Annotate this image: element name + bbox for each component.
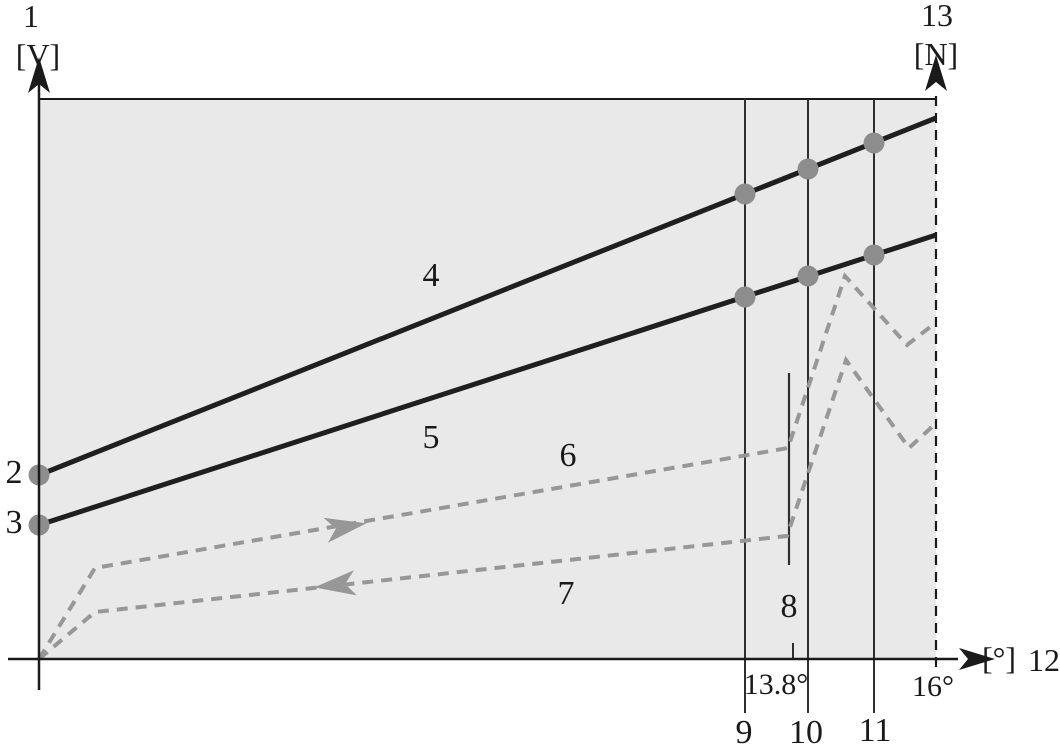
n-axis-arrow-icon (925, 55, 947, 91)
upper-line-ref-label: 4 (422, 257, 440, 294)
line-4-upper-solid (38, 115, 937, 478)
v-axis-unit-label: [V] (15, 37, 61, 73)
n-axis-ref-label: 13 (921, 0, 953, 33)
vline3-ref-label: 11 (858, 712, 892, 749)
n-axis-unit-label: [N] (913, 36, 959, 72)
vline2-ref-label: 10 (789, 714, 823, 749)
x-axis-ref-label: 12 (1028, 642, 1060, 678)
v-axis-ref-label: 1 (23, 0, 39, 34)
forward-curve-ref-label: 6 (559, 437, 577, 474)
vline1-ref-label: 9 (735, 714, 753, 749)
curve-7-return-dashed-direction-arrow-icon (314, 570, 357, 596)
lower-line-ref-label: 5 (422, 419, 440, 456)
curve-6-forward-dashed (37, 272, 936, 661)
line-5-lower-solid-marker-dot (863, 244, 885, 266)
line-4-upper-solid-marker-dot (863, 132, 885, 154)
line-5-lower-solid (38, 232, 937, 528)
x-axis-arrow-icon (959, 648, 995, 670)
kickdown-marker-ref-label: 8 (780, 588, 798, 625)
lower-intercept-ref-label: 3 (5, 504, 23, 541)
line-5-lower-solid-marker-dot (734, 286, 756, 308)
line-5-lower-solid-marker-dot (797, 265, 819, 287)
line-4-upper-solid-marker-dot (734, 183, 756, 205)
curve-6-forward-dashed-direction-arrow-icon (323, 517, 367, 543)
upper-intercept-ref-label: 2 (5, 454, 23, 491)
line-4-upper-solid-marker-dot (797, 158, 819, 180)
x-axis-unit-label: [°] (981, 640, 1017, 676)
v-axis-arrow-icon (28, 57, 50, 93)
kickdown-angle-label: 13.8° (743, 668, 809, 701)
curve-7-return-dashed (37, 355, 936, 661)
max-angle-label: 16° (912, 670, 954, 703)
return-curve-ref-label: 7 (557, 575, 575, 612)
